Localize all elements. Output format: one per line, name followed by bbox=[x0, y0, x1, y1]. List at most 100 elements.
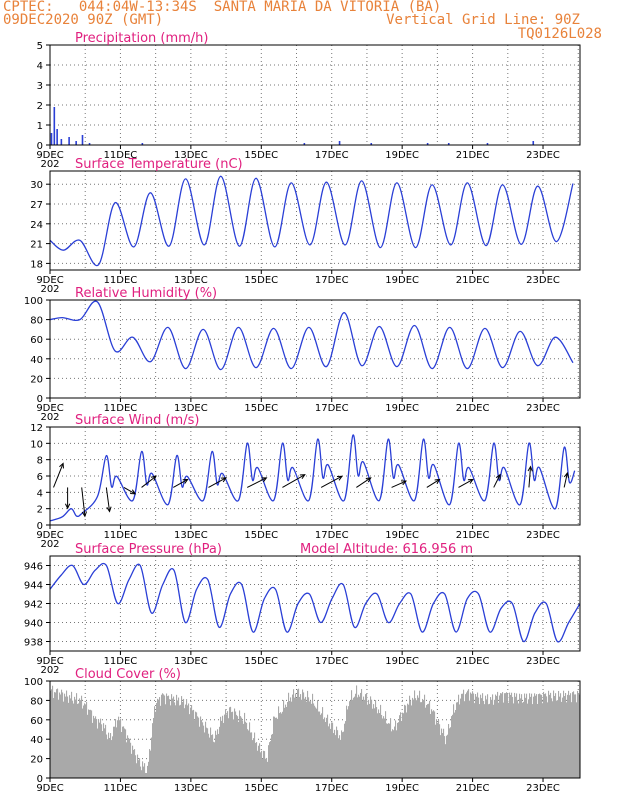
cloud-bar bbox=[412, 697, 414, 778]
cloud-bar bbox=[89, 709, 91, 778]
cloud-bar bbox=[415, 698, 417, 778]
x-tick-label: 15DEC bbox=[244, 656, 278, 667]
x-tick-label: 13DEC bbox=[174, 783, 208, 794]
cloud-bar bbox=[209, 737, 211, 778]
cloud-bar bbox=[383, 716, 385, 778]
cloud-bar bbox=[523, 701, 525, 778]
cloud-bar bbox=[249, 722, 251, 778]
x-tick-label: 9DEC bbox=[36, 530, 63, 541]
cloud-bar bbox=[416, 700, 418, 778]
cloud-bar bbox=[159, 697, 161, 778]
cloud-bar bbox=[268, 745, 270, 778]
cloud-bar bbox=[454, 712, 456, 778]
cloud-bar bbox=[200, 716, 202, 778]
cloud-bar bbox=[178, 697, 180, 778]
cloud-bar bbox=[120, 718, 122, 778]
cloud-bar bbox=[188, 703, 190, 778]
cloud-bar bbox=[304, 698, 306, 778]
cloud-bar bbox=[398, 722, 400, 778]
cloud-bar bbox=[68, 702, 70, 778]
y-tick-label: 0 bbox=[37, 521, 43, 532]
cloud-bar bbox=[545, 693, 547, 778]
cloud-bar bbox=[407, 703, 409, 778]
cloud-bar bbox=[564, 696, 566, 778]
cloud-bar bbox=[365, 694, 367, 778]
cloud-bar bbox=[422, 698, 424, 778]
cloud-bar bbox=[479, 704, 481, 778]
cloud-bar bbox=[449, 728, 451, 778]
cloud-bar bbox=[154, 706, 156, 778]
cloud-bar bbox=[110, 733, 112, 778]
cloud-bar bbox=[367, 704, 369, 778]
cloud-bar bbox=[521, 694, 523, 778]
cloud-bar bbox=[418, 697, 420, 778]
wind-arrow bbox=[426, 479, 440, 488]
cloud-bar bbox=[94, 718, 96, 778]
cloud-bar bbox=[266, 757, 268, 778]
cloud-bar bbox=[60, 694, 62, 778]
cloud-bar bbox=[444, 736, 446, 778]
cloud-bar bbox=[509, 692, 511, 778]
cloud-bar bbox=[93, 715, 95, 778]
cloud-bar bbox=[525, 697, 527, 778]
cloud-bar bbox=[536, 694, 538, 778]
cloud-bar bbox=[575, 694, 577, 778]
cloud-bar bbox=[439, 724, 441, 778]
wind-arrow bbox=[105, 487, 111, 512]
cloud-bar bbox=[317, 700, 319, 778]
cloud-bar bbox=[75, 699, 77, 778]
cloud-bar bbox=[397, 722, 399, 778]
precip-bar bbox=[141, 143, 144, 145]
cloud-bar bbox=[472, 691, 474, 778]
wind-arrow bbox=[563, 472, 568, 488]
cloud-bar bbox=[141, 770, 143, 778]
cloud-bar bbox=[237, 716, 239, 778]
cloud-bar bbox=[388, 723, 390, 778]
cloud-bar bbox=[57, 688, 59, 778]
cloud-bar bbox=[282, 711, 284, 778]
cloud-bar bbox=[265, 758, 267, 778]
cloud-bar bbox=[223, 722, 225, 778]
cloud-bar bbox=[278, 706, 280, 778]
cloud-bar bbox=[371, 699, 373, 778]
cloud-bar bbox=[174, 702, 176, 778]
cloud-bar bbox=[152, 723, 154, 778]
cloud-bar bbox=[285, 704, 287, 778]
cloud-bar bbox=[132, 745, 134, 778]
cloud-bar bbox=[392, 729, 394, 778]
cloud-bar bbox=[143, 766, 145, 778]
cloud-bar bbox=[128, 737, 130, 778]
cloud-bar bbox=[547, 702, 549, 778]
cloud-bar bbox=[574, 694, 576, 778]
cloud-bar bbox=[288, 692, 290, 778]
x-tick-label: 9DEC bbox=[36, 403, 63, 414]
cloud-bar bbox=[254, 732, 256, 778]
y-tick-label: 20 bbox=[30, 374, 43, 385]
header-grid-line-note: Vertical Grid Line: 90Z bbox=[386, 12, 580, 28]
wind-arrow bbox=[81, 487, 86, 517]
cloud-bar bbox=[514, 692, 516, 778]
cloud-bar bbox=[356, 685, 358, 778]
cloud-bar bbox=[81, 695, 83, 778]
x-tick-label: 11DEC bbox=[104, 275, 138, 286]
cloud-bar bbox=[511, 692, 513, 778]
x-year-label: 202 bbox=[40, 539, 59, 550]
cloud-bar bbox=[131, 753, 133, 778]
wind-arrow bbox=[356, 477, 372, 488]
cloud-bar bbox=[222, 715, 224, 778]
y-tick-label: 8 bbox=[37, 456, 43, 467]
cloud-bar bbox=[328, 726, 330, 778]
cloud-bar bbox=[100, 718, 102, 778]
cloud-bar bbox=[379, 713, 381, 778]
cloud-bar bbox=[147, 765, 149, 778]
cloud-bar bbox=[352, 699, 354, 778]
cloud-bar bbox=[506, 692, 508, 778]
cloud-bar bbox=[315, 707, 317, 778]
cloud-bar bbox=[115, 719, 117, 778]
cloud-bar bbox=[498, 702, 500, 778]
cloud-bar bbox=[220, 716, 222, 778]
y-tick-label: 60 bbox=[30, 716, 43, 727]
cloud-bar bbox=[565, 693, 567, 778]
cloud-bar bbox=[256, 742, 258, 778]
cloud-bar bbox=[543, 691, 545, 778]
